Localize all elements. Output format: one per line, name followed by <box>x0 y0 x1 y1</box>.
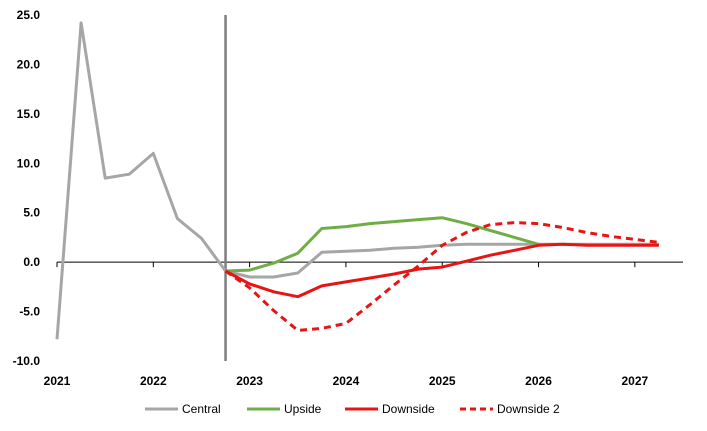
legend-label: Downside 2 <box>497 402 560 416</box>
x-tick-label: 2025 <box>429 374 456 388</box>
y-tick-label: 0.0 <box>23 255 40 269</box>
x-tick-label: 2021 <box>44 374 71 388</box>
x-tick-label: 2027 <box>621 374 648 388</box>
series-line-central <box>55 21 659 340</box>
y-tick-label: -10.0 <box>13 354 41 368</box>
series-line-downside-2 <box>224 221 660 332</box>
legend-label: Upside <box>284 402 322 416</box>
x-axis-labels: 2021 2022 2023 2024 2025 2026 2027 <box>44 374 649 388</box>
legend: Central Upside Downside Downside 2 <box>145 402 560 416</box>
y-tick-label: 10.0 <box>17 156 41 170</box>
legend-label: Downside <box>382 402 435 416</box>
y-tick-label: 5.0 <box>23 206 40 220</box>
x-tick-label: 2023 <box>236 374 263 388</box>
y-tick-label: 15.0 <box>17 107 41 121</box>
series-line-upside <box>225 216 539 273</box>
x-tick-label: 2022 <box>140 374 167 388</box>
series-lines <box>55 21 660 340</box>
y-tick-label: 25.0 <box>17 8 41 22</box>
y-tick-label: -5.0 <box>19 305 40 319</box>
series-line-downside <box>224 242 659 299</box>
y-tick-label: 20.0 <box>17 57 41 71</box>
x-tick-label: 2026 <box>525 374 552 388</box>
x-tick-label: 2024 <box>333 374 360 388</box>
x-axis-ticks <box>56 262 636 268</box>
legend-label: Central <box>182 402 221 416</box>
y-axis-labels: -10.0 -5.0 0.0 5.0 10.0 15.0 20.0 25.0 <box>13 8 41 368</box>
